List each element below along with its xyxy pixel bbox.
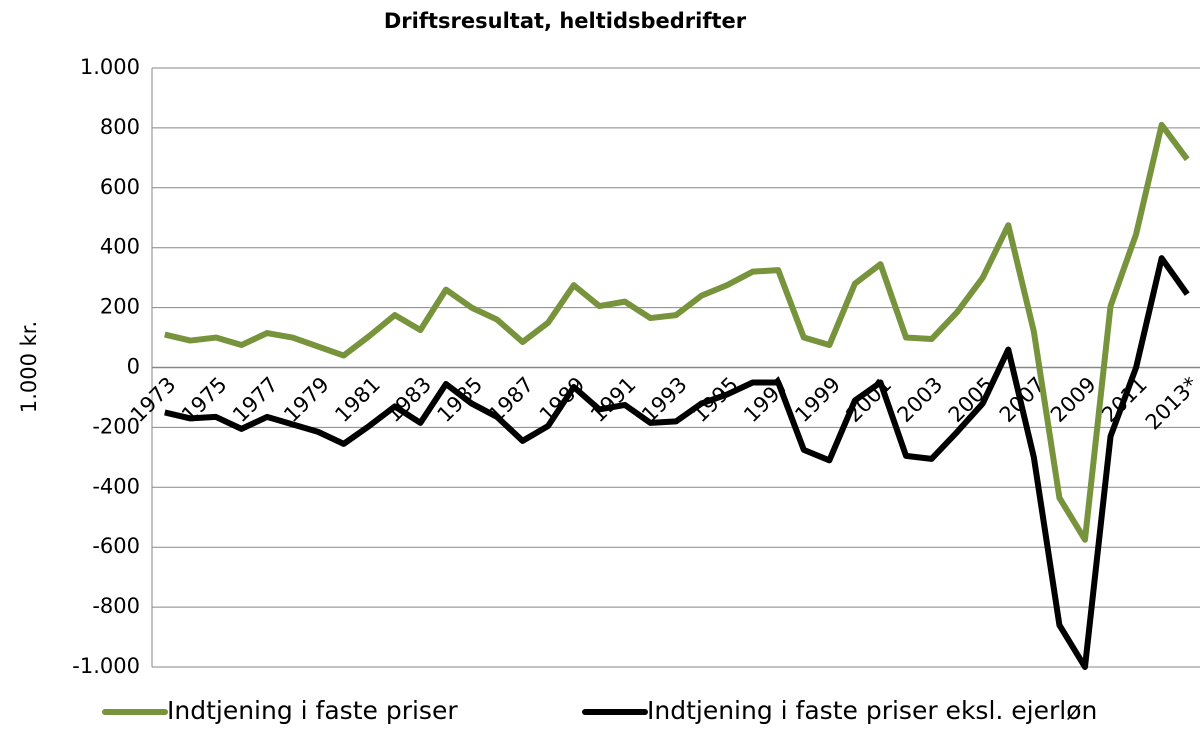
x-tick-label: 1979 <box>279 372 334 427</box>
x-tick-label: 2003 <box>893 372 948 427</box>
x-tick-label: 1987 <box>484 372 539 427</box>
y-tick-label: -200 <box>92 414 140 438</box>
x-tick-label: 1985 <box>433 372 488 427</box>
x-tick-label: 2009 <box>1046 372 1101 427</box>
y-tick-label: 800 <box>100 115 140 139</box>
y-tick-label: 200 <box>100 295 140 319</box>
y-tick-label: -400 <box>92 474 140 498</box>
x-tick-label: 1973 <box>126 372 181 427</box>
y-tick-label: -1.000 <box>72 654 140 678</box>
x-tick-label: 1999 <box>790 372 845 427</box>
x-tick-label: 1991 <box>586 372 641 427</box>
y-tick-label: 0 <box>127 355 140 379</box>
y-tick-label: -600 <box>92 534 140 558</box>
y-tick-label: 400 <box>100 235 140 259</box>
y-tick-label: 1.000 <box>80 55 140 79</box>
y-tick-label: 600 <box>100 175 140 199</box>
chart-title: Driftsresultat, heltidsbedrifter <box>384 9 747 33</box>
legend-label: Indtjening i faste priser eksl. ejerløn <box>647 696 1097 725</box>
series-line <box>164 255 1190 670</box>
x-tick-label: 2013* <box>1141 372 1200 434</box>
legend-label: Indtjening i faste priser <box>167 696 458 725</box>
y-tick-label: -800 <box>92 594 140 618</box>
y-axis-title: 1.000 kr. <box>17 321 41 413</box>
series-line <box>164 121 1190 543</box>
